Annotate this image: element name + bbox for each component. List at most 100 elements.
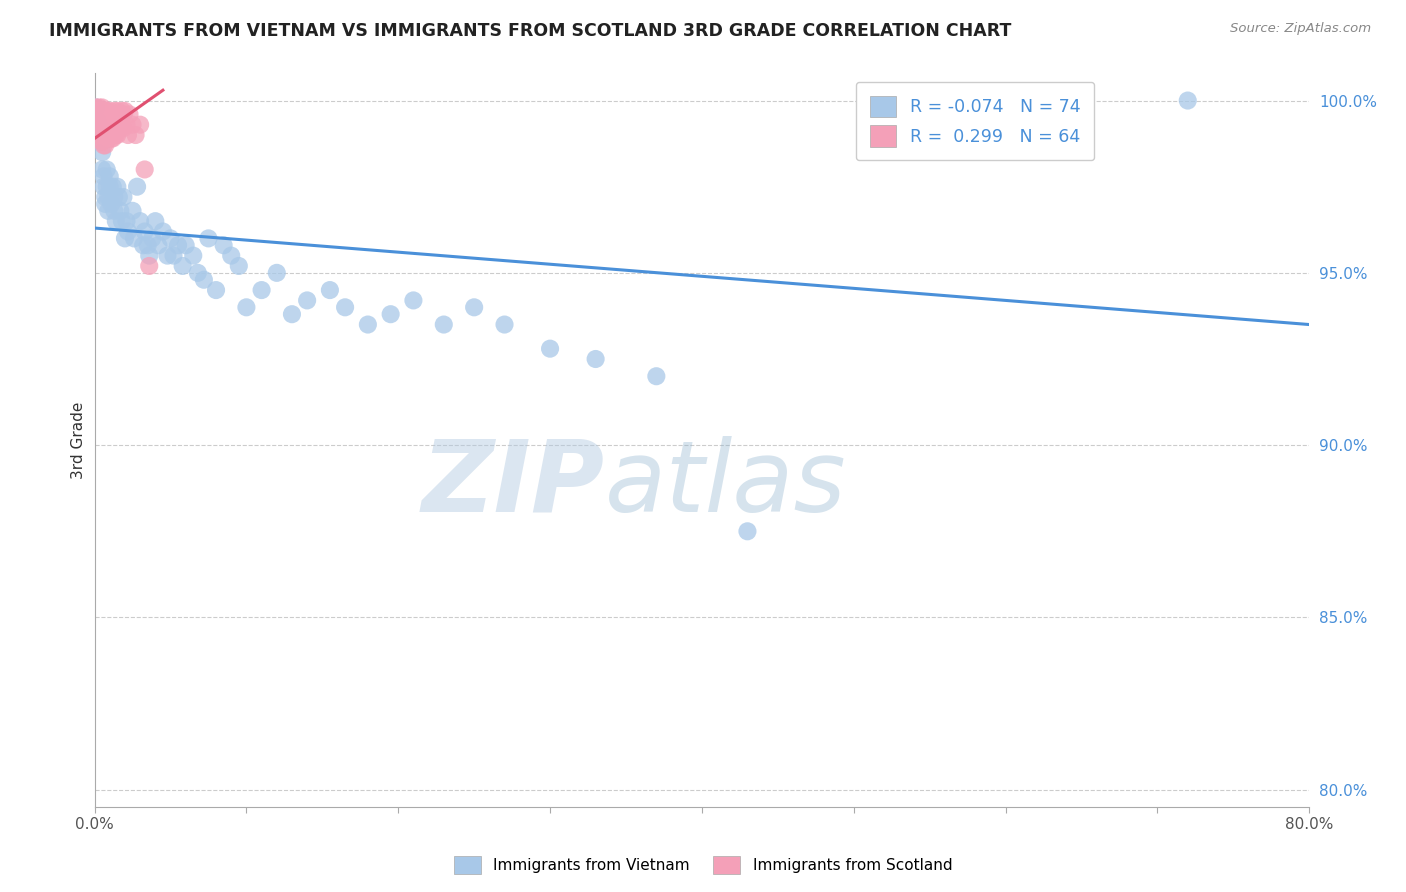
Point [152, 225, 174, 239]
Point [101, 107, 124, 121]
Point [266, 266, 288, 280]
Point [143, 214, 166, 228]
Point [98, 169, 121, 184]
Point [212, 238, 235, 252]
Point [94, 138, 117, 153]
Point [205, 283, 228, 297]
Point [136, 238, 159, 252]
Point [86, 128, 108, 142]
Y-axis label: 3rd Grade: 3rd Grade [72, 401, 86, 479]
Point [110, 107, 132, 121]
Point [538, 342, 561, 356]
Text: ZIP: ZIP [422, 435, 605, 533]
Point [101, 179, 124, 194]
Point [138, 259, 160, 273]
Point [94, 114, 117, 128]
Point [103, 128, 125, 142]
Point [585, 351, 607, 366]
Point [433, 318, 456, 332]
Point [104, 214, 127, 228]
Point [124, 128, 146, 142]
Point [228, 259, 250, 273]
Point [97, 107, 120, 121]
Point [97, 131, 120, 145]
Point [121, 203, 143, 218]
Point [108, 107, 131, 121]
Point [235, 301, 257, 315]
Point [132, 238, 155, 252]
Point [108, 121, 131, 136]
Point [84, 100, 107, 114]
Point [167, 238, 190, 252]
Point [89, 100, 111, 114]
Point [197, 231, 219, 245]
Point [93, 169, 115, 184]
Point [94, 190, 117, 204]
Point [97, 190, 120, 204]
Point [122, 231, 145, 245]
Point [250, 283, 273, 297]
Point [114, 103, 136, 118]
Point [86, 118, 108, 132]
Point [645, 369, 668, 384]
Point [162, 249, 184, 263]
Point [111, 214, 134, 228]
Point [100, 197, 122, 211]
Point [112, 190, 135, 204]
Point [159, 231, 181, 245]
Point [111, 103, 134, 118]
Point [108, 190, 131, 204]
Point [90, 135, 112, 149]
Point [181, 249, 204, 263]
Point [134, 225, 156, 239]
Point [141, 231, 163, 245]
Point [1177, 94, 1199, 108]
Point [89, 128, 111, 142]
Point [380, 307, 402, 321]
Text: IMMIGRANTS FROM VIETNAM VS IMMIGRANTS FROM SCOTLAND 3RD GRADE CORRELATION CHART: IMMIGRANTS FROM VIETNAM VS IMMIGRANTS FR… [49, 22, 1011, 40]
Point [101, 131, 124, 145]
Point [129, 214, 152, 228]
Point [463, 301, 485, 315]
Point [187, 266, 209, 280]
Point [115, 214, 138, 228]
Point [93, 138, 115, 153]
Point [105, 118, 128, 132]
Point [115, 118, 138, 132]
Legend: R = -0.074   N = 74, R =  0.299   N = 64: R = -0.074 N = 74, R = 0.299 N = 64 [856, 82, 1094, 161]
Point [91, 135, 114, 149]
Point [319, 283, 342, 297]
Point [103, 103, 125, 118]
Point [110, 203, 132, 218]
Point [89, 124, 111, 138]
Point [94, 103, 117, 118]
Point [91, 100, 114, 114]
Point [91, 124, 114, 138]
Point [86, 103, 108, 118]
Point [98, 128, 121, 142]
Point [93, 114, 115, 128]
Point [148, 238, 170, 252]
Point [333, 301, 356, 315]
Point [737, 524, 759, 539]
Point [94, 197, 117, 211]
Point [110, 121, 132, 136]
Point [402, 293, 425, 308]
Point [96, 103, 118, 118]
Point [494, 318, 516, 332]
Point [112, 121, 135, 136]
Point [104, 128, 127, 142]
Point [86, 114, 108, 128]
Point [90, 121, 112, 136]
Point [174, 238, 197, 252]
Text: Source: ZipAtlas.com: Source: ZipAtlas.com [1230, 22, 1371, 36]
Point [93, 128, 115, 142]
Point [117, 225, 139, 239]
Point [112, 107, 135, 121]
Point [89, 111, 111, 125]
Point [281, 307, 304, 321]
Point [103, 203, 125, 218]
Point [295, 293, 318, 308]
Point [101, 118, 124, 132]
Point [105, 128, 128, 142]
